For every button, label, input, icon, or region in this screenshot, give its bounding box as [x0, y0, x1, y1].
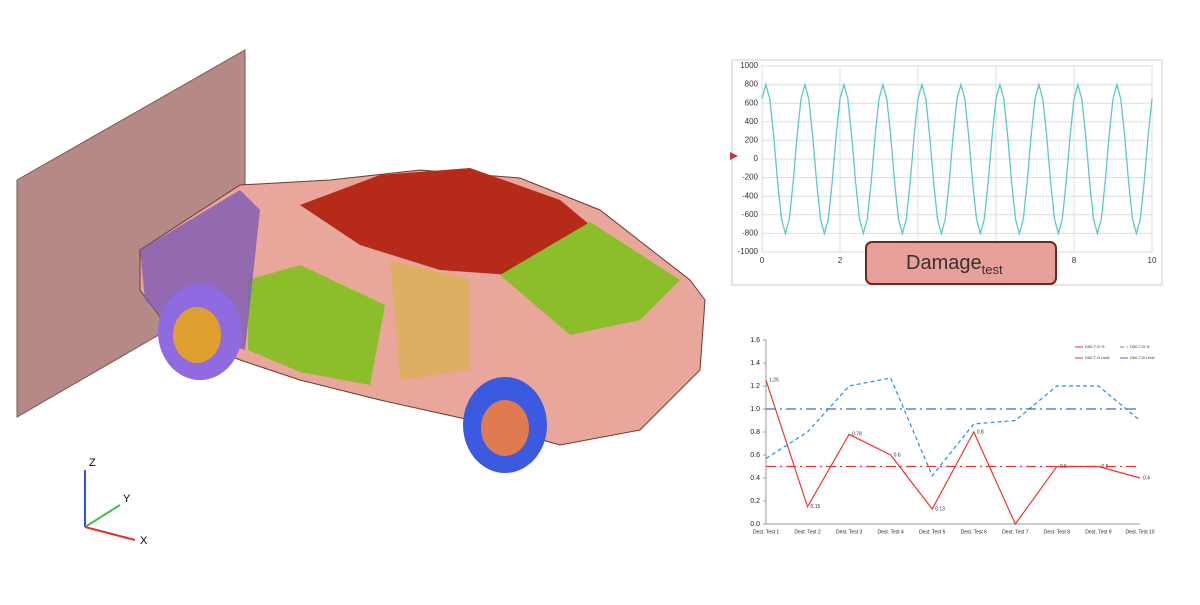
- y-tick-label: 0: [754, 154, 759, 163]
- car-interior: [390, 260, 470, 380]
- y-tick-label: -1000: [738, 247, 759, 256]
- axis-label: Y: [123, 493, 131, 505]
- y-tick-label: 1.2: [750, 383, 760, 390]
- y-tick-label: 800: [745, 80, 759, 89]
- data-label: 0.5: [1101, 464, 1108, 470]
- legend-label: D50-T-B Limit: [1130, 355, 1155, 360]
- y-tick-label: -800: [742, 229, 759, 238]
- y-tick-label: 0.4: [750, 475, 760, 482]
- x-tick-label: 0: [760, 256, 765, 265]
- x-tick-label: 10: [1148, 256, 1157, 265]
- x-tick-label: 8: [1072, 256, 1077, 265]
- x-tick-label: Dest. Test 9: [1085, 529, 1112, 535]
- car-roof: [300, 168, 590, 275]
- car-trunk: [500, 222, 680, 335]
- x-tick-label: Dest. Test 1: [753, 529, 780, 535]
- damage-badge: [865, 241, 1057, 285]
- x-tick-label: Dest. Test 8: [1044, 529, 1071, 535]
- series-line: [765, 380, 1141, 526]
- badge-word: Damage: [906, 252, 982, 274]
- x-tick-label: Dest. Test 4: [878, 529, 905, 535]
- y-tick-label: 600: [745, 98, 759, 107]
- data-label: 0.15: [811, 504, 821, 510]
- y-tick-label: 1000: [740, 61, 758, 70]
- data-label: 0.4: [1143, 475, 1150, 481]
- x-tick-label: Dest. Test 6: [961, 529, 988, 535]
- x-tick-label: Dest. Test 10: [1125, 529, 1154, 535]
- y-tick-label: 0.2: [750, 498, 760, 505]
- car-viewport: Z Y X: [16, 49, 706, 547]
- y-tick-label: 0.0: [750, 521, 760, 528]
- axis-y: [84, 504, 121, 528]
- data-label: 0.5: [1060, 464, 1067, 470]
- data-label: 0.6: [894, 452, 901, 458]
- data-label: 1.25: [769, 378, 779, 384]
- y-tick-label: 400: [745, 117, 759, 126]
- y-tick-label: 0.8: [750, 429, 760, 436]
- test-chart: 0.0 0.2 0.4 0.6 0.8 1.0 1.2 1.4 1.6 Dest. Test 1 D…: [750, 337, 1155, 535]
- y-tick-label: -200: [742, 173, 759, 182]
- x-tick-label: Dest. Test 7: [1002, 529, 1029, 535]
- signal-line: [761, 82, 1153, 236]
- x-tick-label: Dest. Test 5: [919, 529, 946, 535]
- sine-chart: -1000 -800 -600 -400 -200 0 200 400 600 800 1000 0 2…: [730, 61, 1157, 265]
- axis-label: X: [140, 535, 148, 547]
- y-tick-label: -600: [742, 210, 759, 219]
- legend-label: D50-T-B %: [1130, 344, 1150, 349]
- x-tick-label: Dest. Test 2: [794, 529, 821, 535]
- legend-label: D50-T-S Limit: [1085, 355, 1110, 360]
- data-label: 0.8: [977, 429, 984, 435]
- y-tick-label: -400: [742, 191, 759, 200]
- x-tick-label: Dest. Test 3: [836, 529, 863, 535]
- series-line: [765, 377, 1141, 477]
- badge-subscript: test: [982, 262, 1003, 277]
- x-tick-label: 2: [838, 256, 843, 265]
- legend-label: D50-T-S %: [1085, 344, 1105, 349]
- axis-x: [84, 526, 136, 541]
- y-tick-label: 200: [745, 136, 759, 145]
- y-tick-label: 0.6: [750, 452, 760, 459]
- y-tick-label: 1.4: [750, 360, 760, 367]
- rim: [481, 400, 529, 456]
- axis-label: Z: [89, 457, 96, 469]
- data-label: 0.13: [935, 506, 945, 512]
- rim: [173, 307, 221, 363]
- car-door: [248, 265, 385, 385]
- marker: [730, 152, 738, 160]
- badge-text: Damagetest: [906, 252, 1003, 277]
- y-tick-label: 1.0: [750, 406, 760, 413]
- y-tick-label: 1.6: [750, 337, 760, 344]
- data-label: 0.78: [852, 432, 862, 438]
